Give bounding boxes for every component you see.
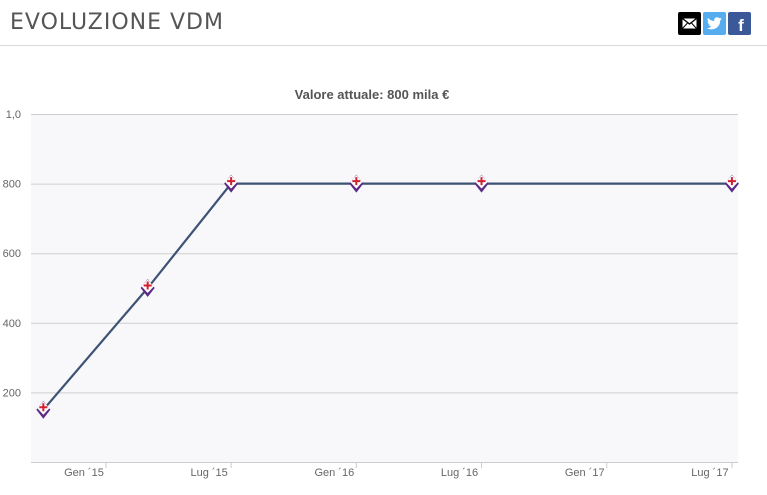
x-tick-label: Gen ´16 (314, 467, 354, 479)
page-title: EVOLUZIONE VDM (10, 10, 224, 35)
x-tick-label: Lug ´16 (441, 467, 478, 479)
line-chart: Valore attuale: 800 mila € 200 400 600 800 1… (3, 87, 739, 479)
x-axis: Gen ´15 Lug ´15 Gen ´16 Lug ´16 Gen ´17 Lug ´… (64, 462, 733, 479)
y-axis: 200 400 600 800 1,0 (3, 109, 21, 399)
email-share-button[interactable] (678, 12, 701, 35)
x-tick-label: Lug ´15 (190, 467, 227, 479)
x-tick-label: Gen ´15 (64, 467, 104, 479)
y-tick-label: 1,0 (6, 109, 21, 121)
y-tick-label: 200 (3, 387, 21, 399)
series-line (42, 182, 732, 411)
plot-area (31, 114, 738, 462)
facebook-f-icon: f (738, 15, 744, 35)
chart-title: Valore attuale: 800 mila € (295, 87, 450, 102)
twitter-share-button[interactable] (703, 12, 726, 35)
x-tick-label: Gen ´17 (565, 467, 605, 479)
envelope-icon (682, 18, 697, 29)
facebook-share-button[interactable]: f (728, 12, 751, 35)
header: EVOLUZIONE VDM f (0, 0, 767, 46)
y-tick-label: 800 (3, 179, 21, 191)
twitter-bird-icon (707, 17, 722, 30)
y-tick-label: 400 (3, 318, 21, 330)
y-tick-label: 600 (3, 248, 21, 260)
x-tick-label: Lug ´17 (691, 467, 728, 479)
